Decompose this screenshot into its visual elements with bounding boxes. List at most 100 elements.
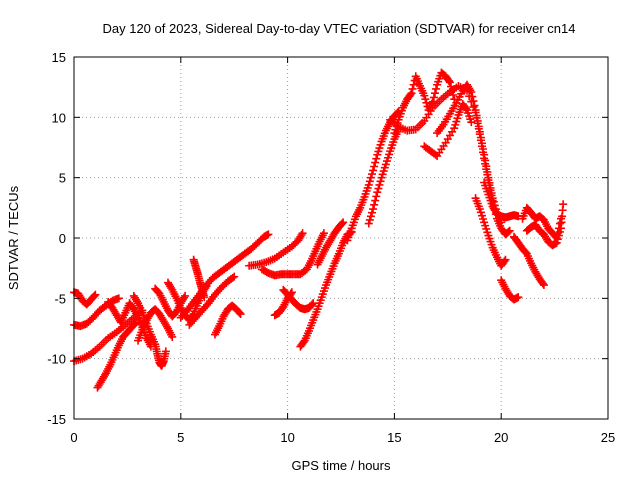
data-point xyxy=(461,104,470,113)
data-point xyxy=(555,219,564,228)
series-track-23 xyxy=(420,100,476,160)
data-point xyxy=(366,212,375,221)
y-tick-label: 15 xyxy=(52,50,66,65)
series-track-19 xyxy=(343,107,403,245)
data-point xyxy=(468,92,477,101)
data-point xyxy=(559,200,568,209)
data-point xyxy=(375,180,384,189)
data-point xyxy=(372,154,381,163)
data-point xyxy=(477,139,486,148)
data-point xyxy=(374,184,383,193)
data-point xyxy=(422,98,431,107)
data-point xyxy=(370,200,379,209)
data-point xyxy=(161,347,170,356)
data-point xyxy=(409,80,418,89)
x-tick-label: 20 xyxy=(494,430,508,445)
data-point xyxy=(421,95,430,104)
x-axis: 0 5 10 15 20 25 xyxy=(70,57,615,445)
series-track-25 xyxy=(471,194,510,270)
series-track-3 xyxy=(70,288,100,309)
series-track-14 xyxy=(245,229,307,270)
data-point xyxy=(479,145,488,154)
x-tick-label: 25 xyxy=(601,430,615,445)
data-point xyxy=(297,230,306,239)
data-point xyxy=(287,288,296,297)
series-track-1 xyxy=(70,306,147,366)
data-point xyxy=(432,84,441,93)
data-point xyxy=(319,229,328,238)
data-point xyxy=(475,127,484,136)
data-point xyxy=(420,91,429,100)
data-point xyxy=(181,291,190,300)
data-point xyxy=(552,238,561,247)
data-points xyxy=(70,68,568,392)
data-point xyxy=(445,78,454,87)
data-point xyxy=(369,205,378,214)
data-point xyxy=(365,177,374,186)
data-point xyxy=(264,230,273,239)
data-point xyxy=(376,177,385,186)
data-point xyxy=(114,294,123,303)
data-point xyxy=(339,218,348,227)
x-tick-label: 10 xyxy=(280,430,294,445)
y-tick-label: 0 xyxy=(59,231,66,246)
series-track-15 xyxy=(257,229,328,280)
chart-title: Day 120 of 2023, Sidereal Day-to-day VTE… xyxy=(102,21,575,36)
series-track-28 xyxy=(510,232,548,290)
series-track-26 xyxy=(480,178,523,222)
data-point xyxy=(130,319,139,328)
data-point xyxy=(482,162,491,171)
series-track-31 xyxy=(270,288,296,320)
data-point xyxy=(467,87,476,96)
data-point xyxy=(366,173,375,182)
data-point xyxy=(168,332,177,341)
data-point xyxy=(555,227,564,236)
data-point xyxy=(308,300,317,309)
x-tick-label: 0 xyxy=(70,430,77,445)
data-point xyxy=(500,257,509,266)
x-tick-label: 5 xyxy=(177,430,184,445)
data-point xyxy=(371,196,380,205)
data-point xyxy=(473,116,482,125)
data-point xyxy=(364,180,373,189)
data-point xyxy=(338,219,347,228)
data-point xyxy=(444,76,453,85)
data-point xyxy=(483,167,492,176)
data-point xyxy=(471,106,480,115)
data-point xyxy=(538,279,547,288)
data-point xyxy=(554,231,563,240)
data-point xyxy=(298,229,307,238)
y-tick-label: 5 xyxy=(59,171,66,186)
series-track-27 xyxy=(497,276,523,304)
y-tick-label: 10 xyxy=(52,110,66,125)
series-track-12 xyxy=(189,255,209,302)
y-tick-label: -10 xyxy=(47,352,66,367)
data-point xyxy=(469,97,478,106)
data-point xyxy=(365,215,374,224)
data-point xyxy=(484,173,493,182)
data-point xyxy=(481,156,490,165)
data-point xyxy=(430,89,439,98)
data-point xyxy=(514,293,523,302)
data-point xyxy=(407,89,416,98)
data-point xyxy=(539,281,548,290)
grid xyxy=(74,57,608,419)
data-point xyxy=(91,290,100,299)
y-tick-label: -5 xyxy=(54,291,66,306)
series-track-11 xyxy=(185,272,239,329)
data-point xyxy=(553,235,562,244)
data-point xyxy=(367,170,376,179)
data-point xyxy=(505,226,514,235)
data-point xyxy=(369,166,378,175)
data-point xyxy=(236,310,245,319)
data-point xyxy=(228,273,237,282)
series-track-13 xyxy=(210,301,245,339)
data-point xyxy=(470,101,479,110)
y-axis-label: SDTVAR / TECUs xyxy=(6,185,21,290)
y-tick-label: -15 xyxy=(47,412,66,427)
data-point xyxy=(200,293,209,302)
data-point xyxy=(406,90,415,99)
data-point xyxy=(467,118,476,127)
data-point xyxy=(429,93,438,102)
